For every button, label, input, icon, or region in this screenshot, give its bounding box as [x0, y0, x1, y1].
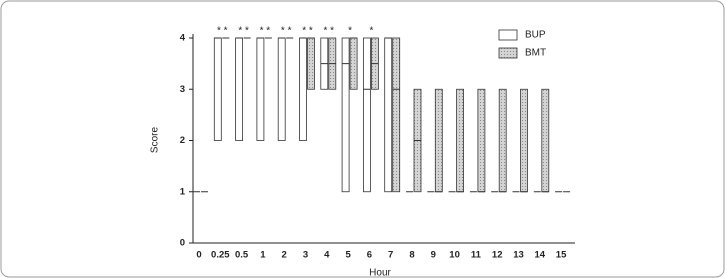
- range-bar: [307, 37, 315, 90]
- x-tick-label: 5: [345, 250, 351, 261]
- range-bar: [213, 37, 222, 141]
- range-bar: [392, 37, 401, 193]
- legend-swatch: [498, 47, 518, 59]
- range-bar: [256, 37, 265, 141]
- significance-label: * *: [302, 26, 313, 37]
- legend-label: BMT: [525, 48, 546, 59]
- x-tick-label: 0.5: [235, 250, 249, 261]
- range-bar: [277, 37, 286, 141]
- range-bar: [434, 88, 443, 193]
- x-axis-label: Hour: [369, 268, 391, 278]
- range-bar: [498, 88, 507, 193]
- significance-label: * *: [281, 26, 292, 37]
- x-tick-label: 11: [471, 250, 482, 261]
- y-tick-label: 4: [180, 33, 186, 44]
- x-tick-label: 4: [324, 250, 330, 261]
- x-tick-label: 1: [260, 250, 266, 261]
- range-bar: [349, 37, 358, 90]
- y-tick-label: 1: [180, 186, 186, 197]
- significance-label: *: [348, 26, 352, 37]
- x-tick-label: 0: [196, 250, 201, 261]
- x-tick-label: 12: [492, 250, 503, 261]
- range-bar: [456, 88, 465, 193]
- y-tick-label: 3: [180, 84, 185, 95]
- y-axis-label: Score: [150, 127, 161, 154]
- significance-label: * *: [217, 26, 228, 37]
- x-tick-label: 10: [449, 250, 460, 261]
- y-tick-label: 2: [180, 135, 185, 146]
- x-tick-label: 15: [556, 250, 567, 261]
- x-tick-label: 8: [409, 250, 414, 261]
- significance-label: * *: [260, 26, 271, 37]
- x-tick-label: 7: [388, 250, 393, 261]
- significance-label: * *: [238, 26, 249, 37]
- range-bar: [541, 88, 550, 193]
- legend-label: BUP: [525, 30, 546, 41]
- x-tick-label: 13: [513, 250, 524, 261]
- range-bar: [362, 37, 371, 193]
- x-tick-label: 2: [282, 250, 287, 261]
- x-tick-label: 14: [535, 250, 546, 261]
- range-bar: [520, 88, 528, 193]
- x-tick-label: 0.25: [211, 250, 230, 261]
- legend-swatch: [498, 29, 518, 41]
- range-bar: [341, 37, 350, 193]
- range-bar: [477, 88, 486, 193]
- x-tick-label: 9: [431, 250, 436, 261]
- range-bar: [299, 37, 307, 141]
- significance-label: * *: [324, 26, 335, 37]
- x-tick-label: 3: [303, 250, 308, 261]
- range-bar: [235, 37, 244, 141]
- x-tick-label: 6: [367, 250, 372, 261]
- significance-label: *: [369, 26, 373, 37]
- y-tick-label: 0: [180, 238, 185, 249]
- range-bar: [384, 37, 393, 193]
